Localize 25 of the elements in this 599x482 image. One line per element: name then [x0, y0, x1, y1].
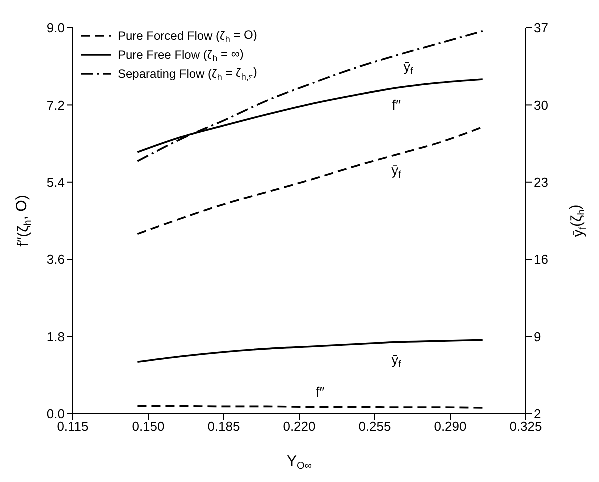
series-label: ȳ$_{f}$	[404, 58, 414, 78]
y-tick-label: 0.0	[46, 406, 65, 422]
y-tick-label: 7.2	[46, 98, 65, 113]
x-tick-label: 0.115	[57, 419, 89, 434]
series-label: ȳ$_{f}$	[392, 351, 402, 370]
y-tick-label: 1.8	[46, 329, 65, 344]
x-tick-label: 0.185	[208, 419, 240, 434]
y-tick-label: 3.6	[46, 252, 65, 268]
y2-tick-label: 9	[534, 329, 542, 344]
series-label: ȳ$_{f}$	[392, 162, 402, 181]
x-tick-label: 0.325	[510, 419, 542, 434]
x-tick-label: 0.220	[283, 419, 316, 434]
y2-tick-label: 2	[534, 406, 542, 422]
y-tick-label: 9.0	[46, 20, 65, 36]
y2-tick-label: 37	[534, 20, 548, 36]
series-label: f″	[316, 384, 325, 400]
y2-tick-label: 30	[534, 98, 548, 113]
x-axis-title: Y$_{O∞}$	[287, 453, 312, 472]
y2-tick-label: 16	[534, 252, 548, 268]
series-label: f″	[392, 97, 402, 114]
x-tick-label: 0.150	[132, 419, 165, 434]
y-tick-label: 5.4	[46, 175, 65, 190]
y2-tick-label: 23	[534, 175, 548, 190]
x-tick-label: 0.290	[434, 419, 467, 434]
x-tick-label: 0.255	[358, 419, 392, 434]
